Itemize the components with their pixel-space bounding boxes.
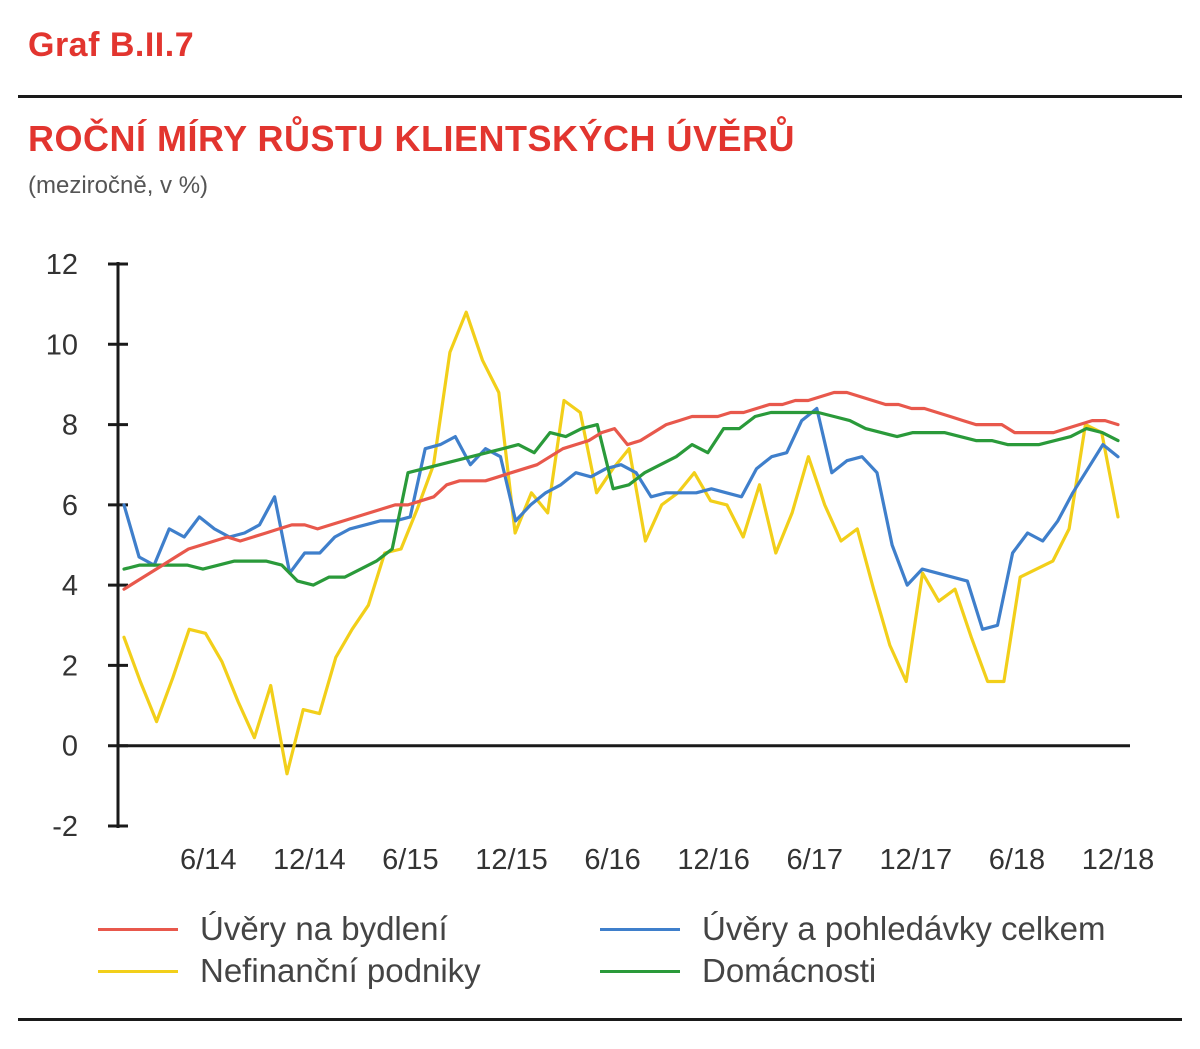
series-line-nonfinancial xyxy=(122,310,1120,776)
legend-item-nonfinancial: Nefinanční podniky xyxy=(98,952,481,990)
legend-item-total-loans: Úvěry a pohledávky celkem xyxy=(600,910,1106,948)
bottom-rule xyxy=(18,1018,1182,1021)
legend-label-households: Domácnosti xyxy=(702,952,877,989)
series-line-total-loans xyxy=(122,406,1120,631)
chart-title: ROČNÍ MÍRY RŮSTU KLIENTSKÝCH ÚVĚRŮ xyxy=(28,118,796,159)
x-tick-label: 6/17 xyxy=(787,844,843,876)
x-tick-label: 6/14 xyxy=(180,844,236,876)
y-tick-label: -2 xyxy=(52,811,78,843)
legend-item-households: Domácnosti xyxy=(600,952,876,990)
y-tick-label: 0 xyxy=(62,731,78,763)
top-rule xyxy=(18,95,1182,98)
legend-swatch-total-loans xyxy=(600,927,680,931)
legend-label-housing: Úvěry na bydlení xyxy=(200,910,448,947)
x-tick-label: 12/15 xyxy=(475,844,548,876)
x-tick-label: 12/17 xyxy=(880,844,953,876)
x-tick-label: 12/18 xyxy=(1082,844,1155,876)
series-line-housing xyxy=(122,390,1120,591)
chart-number: Graf B.II.7 xyxy=(28,26,195,64)
y-tick-label: 10 xyxy=(46,329,78,361)
chart-series xyxy=(122,310,1120,776)
y-tick-label: 12 xyxy=(46,249,78,281)
x-tick-label: 12/14 xyxy=(273,844,346,876)
x-tick-label: 12/16 xyxy=(677,844,750,876)
y-tick-label: 2 xyxy=(62,650,78,682)
y-tick-label: 8 xyxy=(62,410,78,442)
y-tick-label: 6 xyxy=(62,490,78,522)
legend-item-housing: Úvěry na bydlení xyxy=(98,910,448,948)
y-tick-label: 4 xyxy=(62,570,78,602)
legend-label-total-loans: Úvěry a pohledávky celkem xyxy=(702,910,1106,947)
legend-swatch-nonfinancial xyxy=(98,969,178,973)
line-chart: 12 10 8 6 4 2 0 -2 6/14 12/14 6/15 12/15 6/16 12/16 6/… xyxy=(46,249,1155,876)
legend-swatch-households xyxy=(600,969,680,973)
chart-axes: 12 10 8 6 4 2 0 -2 6/14 12/14 6/15 12/15 6/16 12/16 6/… xyxy=(46,249,1155,876)
x-tick-label: 6/16 xyxy=(584,844,640,876)
x-tick-label: 6/18 xyxy=(989,844,1045,876)
x-tick-label: 6/15 xyxy=(382,844,438,876)
legend-label-nonfinancial: Nefinanční podniky xyxy=(200,952,481,989)
legend-swatch-housing xyxy=(98,927,178,931)
chart-subtitle: (meziročně, v %) xyxy=(28,172,209,199)
series-line-households xyxy=(122,410,1120,587)
